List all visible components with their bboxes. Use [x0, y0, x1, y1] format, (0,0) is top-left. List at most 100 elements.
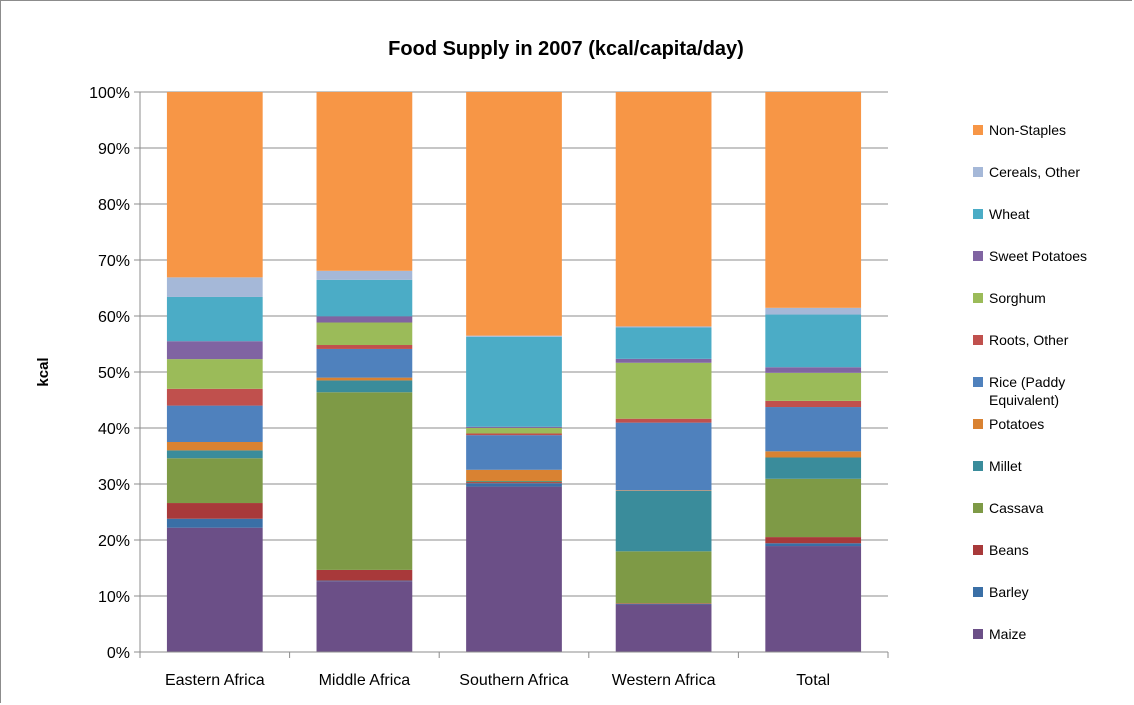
y-tick-label: 100%	[89, 85, 130, 102]
bar-segment	[166, 450, 263, 459]
bar-segment	[316, 377, 413, 381]
bar-segment	[466, 426, 562, 428]
legend-swatch	[973, 419, 983, 429]
legend-item: Rice (Paddy Equivalent)	[973, 374, 1065, 408]
legend-swatch	[973, 167, 983, 177]
bar-segment	[316, 322, 413, 346]
legend-swatch	[973, 545, 983, 555]
bar-segment	[615, 551, 712, 604]
bar-stack	[466, 92, 562, 652]
legend-swatch	[973, 125, 983, 135]
bar-segment	[615, 490, 712, 552]
legend-swatch	[973, 293, 983, 303]
bar-segment	[166, 442, 263, 451]
bar-segment	[615, 362, 712, 419]
bar-segment	[466, 433, 562, 436]
bar-segment	[166, 405, 263, 442]
bar-segment	[615, 603, 712, 604]
y-tick-label: 80%	[98, 197, 130, 214]
legend-item: Non-Staples	[973, 122, 1066, 138]
x-tick-label: Southern Africa	[459, 672, 569, 689]
bar-segment	[765, 451, 862, 458]
bar-segment	[765, 314, 862, 368]
bars	[166, 92, 862, 652]
bar-segment	[466, 92, 562, 336]
bar-segment	[765, 537, 862, 544]
bar-segment	[316, 348, 413, 378]
y-tick-label: 90%	[98, 141, 130, 158]
legend-item: Potatoes	[973, 416, 1044, 432]
bar-segment	[166, 341, 263, 360]
legend-label: Cereals, Other	[989, 164, 1080, 180]
legend-label: Beans	[989, 542, 1029, 558]
y-tick-label: 20%	[98, 533, 130, 550]
chart-title: Food Supply in 2007 (kcal/capita/day)	[388, 38, 744, 60]
legend-item: Wheat	[973, 206, 1030, 222]
y-axis-label: kcal	[35, 357, 52, 386]
bar-segment	[615, 326, 712, 328]
bar-segment	[166, 527, 263, 652]
bar-segment	[466, 427, 562, 434]
y-tick-label: 10%	[98, 589, 130, 606]
x-tick-label: Total	[796, 672, 830, 689]
y-tick-label: 0%	[107, 645, 130, 662]
axes	[139, 92, 888, 653]
bar-segment	[615, 603, 712, 605]
legend-label: Sweet Potatoes	[989, 248, 1087, 264]
y-axis-ticks: 0% 10% 20% 30% 40% 50% 60% 70% 80% 90% 100%	[89, 85, 140, 662]
legend-label: Wheat	[989, 206, 1030, 222]
bar-segment	[466, 483, 562, 487]
legend-item: Sorghum	[973, 290, 1046, 306]
y-tick-label: 50%	[98, 365, 130, 382]
legend-label: Rice (Paddy Equivalent)	[989, 374, 1065, 408]
bar-segment	[166, 388, 263, 406]
bar-segment	[765, 407, 862, 452]
legend-item: Roots, Other	[973, 332, 1069, 348]
legend-swatch	[973, 629, 983, 639]
x-axis-ticks: Eastern Africa Middle Africa Southern Afri…	[139, 652, 889, 689]
bar-segment	[765, 92, 862, 308]
legend-item: Cassava	[973, 500, 1044, 516]
bar-segment	[316, 581, 413, 652]
bar-segment	[466, 481, 562, 483]
y-tick-label: 40%	[98, 421, 130, 438]
bar-segment	[615, 327, 712, 359]
bar-segment	[466, 486, 562, 652]
legend-label: Barley	[989, 584, 1029, 600]
legend-swatch	[973, 377, 983, 387]
bar-segment	[166, 503, 263, 519]
legend-item: Cereals, Other	[973, 164, 1080, 180]
bar-segment	[466, 435, 562, 470]
bar-segment	[765, 400, 862, 408]
legend-label: Potatoes	[989, 416, 1044, 432]
legend-item: Beans	[973, 542, 1029, 558]
bar-segment	[466, 480, 562, 482]
bar-segment	[615, 490, 712, 491]
legend-item: Maize	[973, 626, 1027, 642]
legend-label: Sorghum	[989, 290, 1046, 306]
y-tick-label: 70%	[98, 253, 130, 270]
legend-item: Barley	[973, 584, 1029, 600]
bar-segment	[166, 518, 263, 528]
bar-segment	[765, 543, 862, 547]
legend-label: Maize	[989, 626, 1027, 642]
bar-segment	[316, 392, 413, 570]
bar-segment	[316, 316, 413, 323]
bar-segment	[316, 380, 413, 393]
bar-segment	[765, 546, 862, 652]
bar-segment	[615, 358, 712, 363]
bar-stack	[765, 92, 862, 652]
bar-stack	[166, 92, 263, 652]
legend: Non-Staples Cereals, Other Wheat Sweet Pota…	[973, 122, 1087, 642]
bar-segment	[316, 270, 413, 280]
legend-item: Millet	[973, 458, 1022, 474]
bar-segment	[316, 279, 413, 317]
bar-segment	[166, 92, 263, 278]
legend-item: Sweet Potatoes	[973, 248, 1087, 264]
legend-label: Cassava	[989, 500, 1044, 516]
bar-segment	[466, 335, 562, 337]
bar-segment	[166, 359, 263, 389]
y-tick-label: 60%	[98, 309, 130, 326]
y-tick-label: 30%	[98, 477, 130, 494]
